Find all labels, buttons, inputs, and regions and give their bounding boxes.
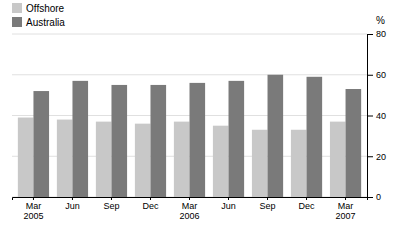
bar — [190, 83, 206, 197]
bar-series — [33, 75, 361, 197]
x-tick-mark — [189, 197, 190, 200]
grid-line — [12, 74, 367, 75]
y-tick: 60 — [367, 70, 386, 80]
y-tick: 80 — [367, 29, 386, 39]
x-tick: Jun — [65, 197, 80, 211]
x-tick-label: Mar2006 — [179, 201, 199, 221]
y-tick-label: 80 — [376, 29, 386, 39]
x-tick-label-line: Dec — [299, 201, 316, 211]
bar — [96, 122, 112, 197]
y-tick-mark — [367, 75, 373, 76]
y-axis: 0 20 40 60 80 — [367, 29, 386, 202]
x-tick-mark — [267, 197, 268, 200]
x-tick: Sep — [260, 197, 276, 211]
x-tick: Dec — [299, 197, 316, 211]
bar — [291, 130, 307, 197]
x-tick-label: Dec — [299, 201, 316, 211]
bar — [57, 120, 73, 197]
x-axis: Mar2005JunSepDecMar2006JunSepDecMar2007 — [13, 197, 368, 221]
x-tick: Mar2006 — [179, 197, 199, 221]
y-tick: 20 — [367, 152, 386, 162]
bars — [18, 75, 361, 197]
bar — [150, 85, 166, 197]
bar — [72, 81, 88, 197]
bar — [111, 85, 127, 197]
bar — [307, 77, 323, 197]
x-tick-mark — [72, 197, 73, 200]
legend-swatch — [12, 3, 22, 13]
legend-item: Australia — [12, 17, 65, 28]
bar — [18, 118, 34, 197]
x-tick-label-line: Dec — [142, 201, 159, 211]
x-tick-label: Mar2005 — [23, 201, 43, 221]
x-tick-mark — [228, 197, 229, 200]
x-tick: Mar2005 — [23, 197, 43, 221]
bar — [268, 75, 284, 197]
x-tick: Sep — [103, 197, 119, 211]
x-tick: Dec — [142, 197, 159, 211]
x-tick-label: Dec — [142, 201, 159, 211]
x-tick: Jun — [221, 197, 236, 211]
x-tick-label-line: Jun — [65, 201, 80, 211]
y-tick-mark — [367, 116, 373, 117]
bar — [252, 130, 268, 197]
y-tick: 0 — [367, 192, 381, 202]
y-tick-label: 20 — [376, 152, 386, 162]
bar — [330, 122, 346, 197]
x-tick-label: Sep — [103, 201, 119, 211]
bar — [346, 89, 362, 197]
x-tick-label-line: 2005 — [23, 211, 43, 221]
x-tick-label: Jun — [221, 201, 236, 211]
x-tick-label-line: Sep — [260, 201, 276, 211]
grid — [12, 34, 367, 197]
y-axis-title: % — [376, 15, 385, 26]
x-tick-label: Jun — [65, 201, 80, 211]
legend-swatch — [12, 17, 22, 27]
x-tick-mark — [150, 197, 151, 200]
bar-series — [18, 118, 346, 197]
y-tick-mark — [367, 34, 373, 35]
plot: Mar2005JunSepDecMar2006JunSepDecMar20070… — [12, 15, 386, 221]
legend: Offshore Australia — [12, 3, 65, 28]
bar — [213, 126, 229, 197]
x-tick-mark — [111, 197, 112, 200]
grid-line — [12, 34, 367, 35]
x-tick-label-line: Sep — [103, 201, 119, 211]
x-tick-mark — [33, 197, 34, 200]
y-tick: 40 — [367, 111, 386, 121]
bar — [135, 124, 151, 197]
x-tick-label-line: Jun — [221, 201, 236, 211]
y-tick-label: 0 — [376, 192, 381, 202]
legend-label: Offshore — [26, 3, 65, 14]
y-tick-mark — [367, 156, 373, 157]
x-axis-line — [13, 198, 368, 201]
x-tick-label: Mar2007 — [336, 201, 356, 221]
y-tick-label: 60 — [376, 70, 386, 80]
x-tick-label-line: 2007 — [336, 211, 356, 221]
legend-item: Offshore — [12, 3, 65, 14]
x-tick-label-line: Mar — [26, 201, 42, 211]
x-tick-label: Sep — [260, 201, 276, 211]
y-tick-label: 40 — [376, 111, 386, 121]
x-tick-mark — [345, 197, 346, 200]
x-tick-mark — [306, 197, 307, 200]
legend-label: Australia — [26, 17, 65, 28]
y-tick-mark — [367, 197, 373, 198]
x-tick-label-line: Mar — [338, 201, 354, 211]
bar — [33, 91, 49, 197]
bar — [174, 122, 190, 197]
bar — [229, 81, 245, 197]
chart: Mar2005JunSepDecMar2006JunSepDecMar20070… — [0, 0, 397, 227]
x-tick-label-line: Mar — [182, 201, 198, 211]
x-tick: Mar2007 — [336, 197, 356, 221]
x-tick-label-line: 2006 — [179, 211, 199, 221]
